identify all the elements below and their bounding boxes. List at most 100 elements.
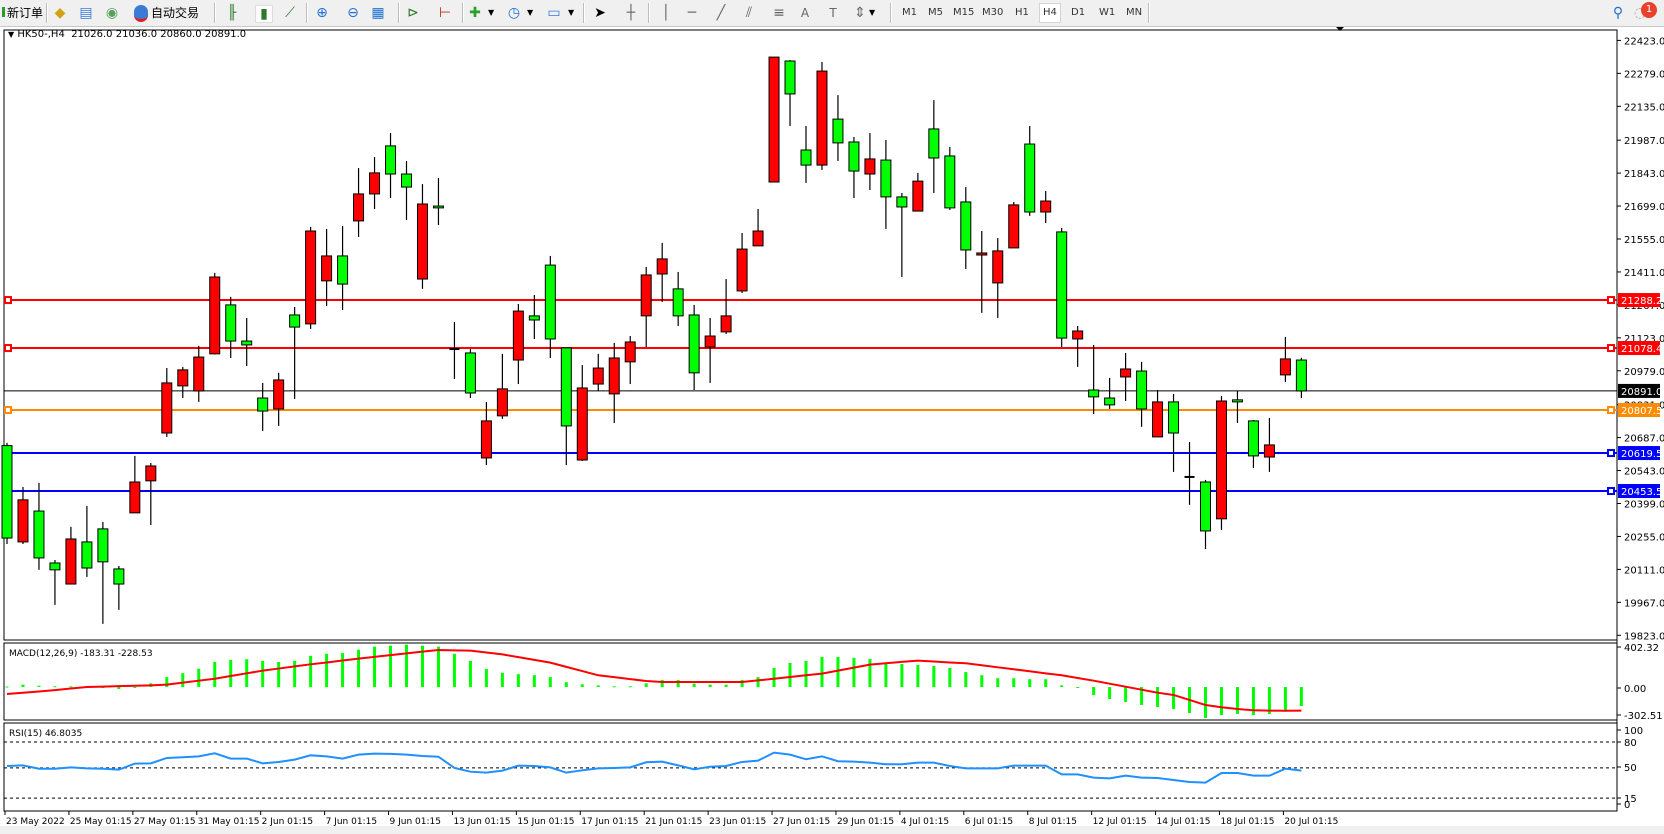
line-handle-left[interactable] <box>4 296 12 305</box>
symbol-timeframe: HK50-,H4 <box>17 29 65 40</box>
macd-histogram-bar <box>133 687 137 688</box>
candle-bearish <box>113 568 125 585</box>
search-icon[interactable]: ⚲ <box>1612 5 1624 21</box>
timeframe-d1[interactable]: D1 <box>1071 7 1086 18</box>
price-axis-label: 20979.0 <box>1624 367 1664 378</box>
chart-menu-triangle-icon[interactable]: ▼ <box>8 30 15 39</box>
macd-histogram-bar <box>436 646 440 687</box>
timeframe-h4[interactable]: H4 <box>1039 3 1061 23</box>
arrows-dropdown-icon[interactable]: ▼ <box>869 8 876 17</box>
auto-scroll-icon[interactable]: ⊳ <box>407 5 419 21</box>
templates-icon[interactable]: ▭ <box>547 5 561 21</box>
line-chart-icon[interactable]: ⟋ <box>285 5 295 21</box>
periods-dropdown-icon[interactable]: ▼ <box>527 8 534 17</box>
timeframe-m1[interactable]: M1 <box>902 7 917 18</box>
candle-bullish <box>736 248 748 292</box>
price-tag-box <box>1618 341 1660 356</box>
candle-bullish <box>353 193 365 222</box>
candle-bullish <box>752 230 764 247</box>
cursor-icon[interactable]: ➤ <box>594 5 606 21</box>
time-axis-label: 20 Jul 01:15 <box>1284 817 1338 827</box>
candle-bullish <box>816 70 828 166</box>
bar-chart-icon[interactable]: ╟ <box>227 5 237 21</box>
zoom-out-icon[interactable]: ⊖ <box>347 5 359 21</box>
line-handle-right[interactable] <box>1607 344 1615 353</box>
arrows-icon[interactable]: ⇕ <box>854 5 866 21</box>
macd-histogram-bar <box>1267 687 1271 715</box>
candle-bullish <box>608 357 620 395</box>
time-axis-label: 7 Jun 01:15 <box>326 817 377 827</box>
signals-icon[interactable]: ◉ <box>105 5 119 21</box>
candle-bearish <box>544 264 556 340</box>
chart-window[interactable] <box>0 27 1664 834</box>
new-order-button[interactable]: 新订单 <box>2 3 43 23</box>
macd-histogram-bar <box>69 686 73 688</box>
macd-histogram-bar <box>532 675 536 687</box>
ohlc-readout: 21026.0 21036.0 20860.0 20891.0 <box>71 29 247 40</box>
candle-bullish <box>161 382 173 434</box>
time-axis-label: 6 Jul 01:15 <box>965 817 1013 827</box>
macd-histogram-bar <box>1076 687 1080 688</box>
rsi-axis-label: 80 <box>1624 738 1637 749</box>
vertical-line-icon[interactable]: │ <box>661 5 671 21</box>
macd-histogram-bar <box>452 653 456 687</box>
horizontal-line-icon[interactable]: ─ <box>687 5 697 21</box>
time-axis-label: 21 Jun 01:15 <box>645 817 702 827</box>
auto-trading-button[interactable]: 自动交易 <box>134 3 199 23</box>
price-axis-label: 21411.0 <box>1624 268 1664 279</box>
line-handle-left[interactable] <box>4 406 12 415</box>
timeframe-m15[interactable]: M15 <box>953 7 975 18</box>
price-axis-label: 22423.0 <box>1624 36 1664 47</box>
navigator-icon[interactable]: ▤ <box>79 5 93 21</box>
new-chart-dropdown-icon[interactable]: ▼ <box>488 8 495 17</box>
candle-bearish <box>241 340 253 346</box>
time-axis-label: 23 May 2022 <box>6 817 65 827</box>
line-handle-right[interactable] <box>1607 487 1615 496</box>
candle-bearish <box>257 397 269 412</box>
tile-windows-icon[interactable]: ▦ <box>371 5 385 21</box>
macd-histogram-bar <box>868 658 872 687</box>
trendline-icon[interactable]: ╱ <box>716 5 726 21</box>
new-chart-icon[interactable]: ✚ <box>469 5 481 21</box>
candlestick-icon[interactable]: ▮ <box>255 5 273 23</box>
timeframe-w1[interactable]: W1 <box>1099 7 1116 18</box>
candle-bearish <box>1088 389 1100 398</box>
macd-histogram-bar <box>644 683 648 687</box>
templates-dropdown-icon[interactable]: ▼ <box>568 8 575 17</box>
fibonacci-icon[interactable]: ≡ <box>773 5 785 21</box>
equidistant-channel-icon[interactable]: ⫽ <box>745 5 753 21</box>
candle-bullish <box>321 255 333 282</box>
timeframe-mn[interactable]: MN <box>1126 7 1143 18</box>
line-handle-right[interactable] <box>1607 406 1615 415</box>
candle-bullish <box>720 315 732 333</box>
market-watch-icon[interactable]: ◆ <box>54 5 66 21</box>
timeframe-m5[interactable]: M5 <box>928 7 943 18</box>
text-label-icon[interactable]: T <box>829 6 837 20</box>
time-axis-label: 17 Jun 01:15 <box>581 817 638 827</box>
candle-bearish <box>800 149 812 166</box>
crosshair-icon[interactable]: ┼ <box>626 5 636 21</box>
line-handle-left[interactable] <box>4 344 12 353</box>
line-handle-right[interactable] <box>1607 449 1615 458</box>
candle-bearish <box>832 118 844 144</box>
candle-bullish <box>129 481 141 514</box>
text-icon[interactable]: A <box>800 6 810 20</box>
macd-histogram-bar <box>548 677 552 687</box>
chart-shift-icon[interactable]: ⊢ <box>438 5 452 21</box>
price-axis-label: 22135.0 <box>1624 102 1664 113</box>
chart-shift-marker-icon[interactable] <box>1336 27 1344 31</box>
candle-bearish <box>688 314 700 374</box>
timeframe-m30[interactable]: M30 <box>982 7 1004 18</box>
macd-histogram-bar <box>1044 679 1048 687</box>
price-axis-label: 19967.0 <box>1624 598 1664 609</box>
candle-bullish <box>193 356 205 392</box>
periods-icon[interactable]: ◷ <box>507 5 521 21</box>
macd-histogram-bar <box>373 646 377 687</box>
zoom-in-icon[interactable]: ⊕ <box>316 5 328 21</box>
candle-bullish <box>1040 200 1052 213</box>
timeframe-h1[interactable]: H1 <box>1015 7 1029 18</box>
macd-histogram-bar <box>596 685 600 687</box>
price-tag-label: 20619.5 <box>1621 449 1662 460</box>
line-handle-right[interactable] <box>1607 296 1615 305</box>
